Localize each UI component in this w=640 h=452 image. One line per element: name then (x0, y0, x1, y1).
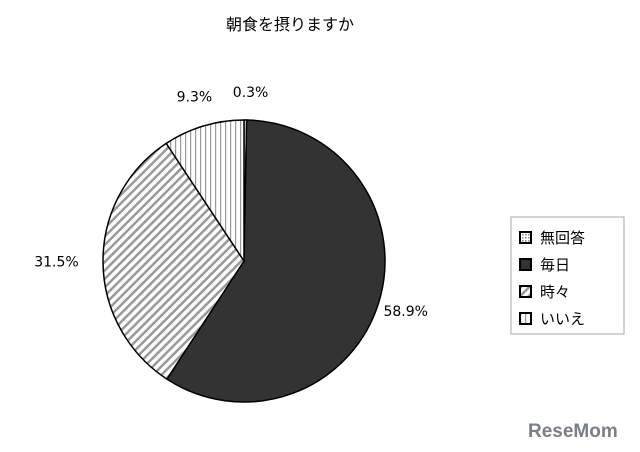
legend-swatch (519, 312, 532, 325)
pie-slice-2 (102, 142, 245, 381)
legend-entry: 無回答 (540, 229, 585, 247)
pie-slice-1 (165, 119, 386, 403)
legend-swatch (519, 285, 532, 298)
data-label: 58.9% (383, 304, 427, 320)
legend-entry: 時々 (540, 283, 570, 301)
pie-slice-3 (165, 119, 245, 264)
logo: ReseMom (528, 421, 618, 442)
data-label: 0.3% (233, 85, 269, 101)
data-label: 9.3% (177, 89, 213, 105)
data-label: 31.5% (34, 255, 78, 271)
legend-entry: 毎日 (540, 256, 570, 274)
legend-entry: いいえ (540, 310, 585, 328)
legend-swatch (519, 258, 532, 271)
legend-swatch (519, 231, 532, 244)
chart-title: 朝食を摂りますか (226, 15, 354, 34)
